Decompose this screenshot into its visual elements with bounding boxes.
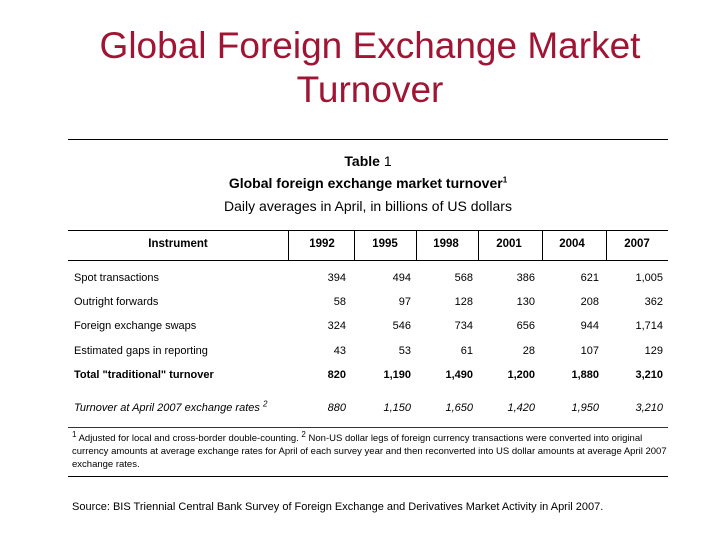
cell: 3,210 bbox=[635, 369, 663, 381]
cell: 97 bbox=[398, 296, 411, 308]
cell: 494 bbox=[392, 272, 411, 284]
table-row: Foreign exchange swaps 324 546 734 656 9… bbox=[68, 320, 668, 340]
cell: 734 bbox=[454, 320, 473, 332]
table-row: Estimated gaps in reporting 43 53 61 28 … bbox=[68, 345, 668, 365]
cell: 53 bbox=[398, 345, 411, 357]
cell: 394 bbox=[327, 272, 346, 284]
cell: 820 bbox=[327, 369, 346, 381]
header-year: 1998 bbox=[433, 238, 459, 250]
cell: 61 bbox=[460, 345, 473, 357]
cell: 386 bbox=[516, 272, 535, 284]
slide-title: Global Foreign Exchange Market Turnover bbox=[99, 25, 641, 110]
cell: 1,714 bbox=[635, 320, 663, 332]
top-rule bbox=[68, 139, 668, 140]
row-label: Spot transactions bbox=[74, 272, 159, 284]
footnote-text: Non-US dollar legs of foreign currency t… bbox=[72, 433, 667, 470]
table-title: Global foreign exchange market turnover1 bbox=[68, 175, 668, 191]
cell: 1,005 bbox=[635, 272, 663, 284]
header-year: 1995 bbox=[372, 238, 398, 250]
cell: 1,490 bbox=[445, 369, 473, 381]
table-row-total: Total "traditional" turnover 820 1,190 1… bbox=[68, 369, 668, 389]
cell: 1,150 bbox=[383, 402, 411, 414]
cell: 621 bbox=[580, 272, 599, 284]
cell: 1,950 bbox=[571, 402, 599, 414]
header-top-rule bbox=[68, 230, 668, 231]
header-year: 2004 bbox=[559, 238, 585, 250]
row-label: Foreign exchange swaps bbox=[74, 320, 197, 332]
column-divider bbox=[606, 231, 607, 260]
footnote-text: Adjusted for local and cross-border doub… bbox=[76, 433, 302, 444]
cell: 128 bbox=[454, 296, 473, 308]
cell: 362 bbox=[644, 296, 663, 308]
cell: 1,190 bbox=[383, 369, 411, 381]
cell: 880 bbox=[327, 402, 346, 414]
table-title-text: Global foreign exchange market turnover bbox=[228, 175, 503, 191]
row-label: Outright forwards bbox=[74, 296, 159, 308]
cell: 656 bbox=[516, 320, 535, 332]
cell: 3,210 bbox=[635, 402, 663, 414]
table-label-number: 1 bbox=[383, 153, 392, 169]
cell: 208 bbox=[580, 296, 599, 308]
header-year: 1992 bbox=[309, 238, 335, 250]
row-label-sup: 2 bbox=[262, 399, 268, 409]
row-label-text: Turnover at April 2007 exchange rates bbox=[74, 402, 260, 414]
table-footnote: 1 Adjusted for local and cross-border do… bbox=[72, 429, 668, 471]
table-header-row: Instrument 1992 1995 1998 2001 2004 2007 bbox=[68, 238, 668, 258]
table-subtitle: Daily averages in April, in billions of … bbox=[224, 198, 512, 214]
cell: 107 bbox=[580, 345, 599, 357]
table-title-sup: 1 bbox=[502, 175, 508, 185]
cell: 58 bbox=[333, 296, 346, 308]
column-divider bbox=[416, 231, 417, 260]
cell: 324 bbox=[327, 320, 346, 332]
table-row: Outright forwards 58 97 128 130 208 362 bbox=[68, 296, 668, 316]
table-row-constant-rates: Turnover at April 2007 exchange rates 2 … bbox=[68, 399, 668, 422]
cell: 1,420 bbox=[507, 402, 535, 414]
cell: 28 bbox=[522, 345, 535, 357]
footnote-marker: 1 bbox=[72, 429, 77, 439]
cell: 1,880 bbox=[571, 369, 599, 381]
footnote-rule bbox=[68, 427, 668, 428]
header-bottom-rule bbox=[68, 260, 668, 261]
header-instrument: Instrument bbox=[148, 238, 208, 250]
header-year: 2001 bbox=[496, 238, 522, 250]
cell: 43 bbox=[333, 345, 346, 357]
column-divider bbox=[542, 231, 543, 260]
table-label-word: Table bbox=[344, 153, 380, 169]
column-divider bbox=[288, 231, 289, 260]
table-row: Spot transactions 394 494 568 386 621 1,… bbox=[68, 272, 668, 292]
cell: 944 bbox=[580, 320, 599, 332]
row-label: Estimated gaps in reporting bbox=[74, 345, 208, 357]
row-label: Turnover at April 2007 exchange rates 2 bbox=[74, 399, 268, 414]
bottom-rule bbox=[68, 476, 668, 477]
cell: 1,200 bbox=[507, 369, 535, 381]
cell: 1,650 bbox=[445, 402, 473, 414]
cell: 546 bbox=[392, 320, 411, 332]
header-year: 2007 bbox=[624, 238, 650, 250]
row-label: Total "traditional" turnover bbox=[74, 369, 214, 381]
source-note: Source: BIS Triennial Central Bank Surve… bbox=[72, 501, 604, 513]
column-divider bbox=[478, 231, 479, 260]
footnote-marker: 2 bbox=[301, 429, 306, 439]
cell: 130 bbox=[516, 296, 535, 308]
cell: 568 bbox=[454, 272, 473, 284]
column-divider bbox=[354, 231, 355, 260]
table-label: Table 1 bbox=[68, 153, 668, 169]
cell: 129 bbox=[644, 345, 663, 357]
